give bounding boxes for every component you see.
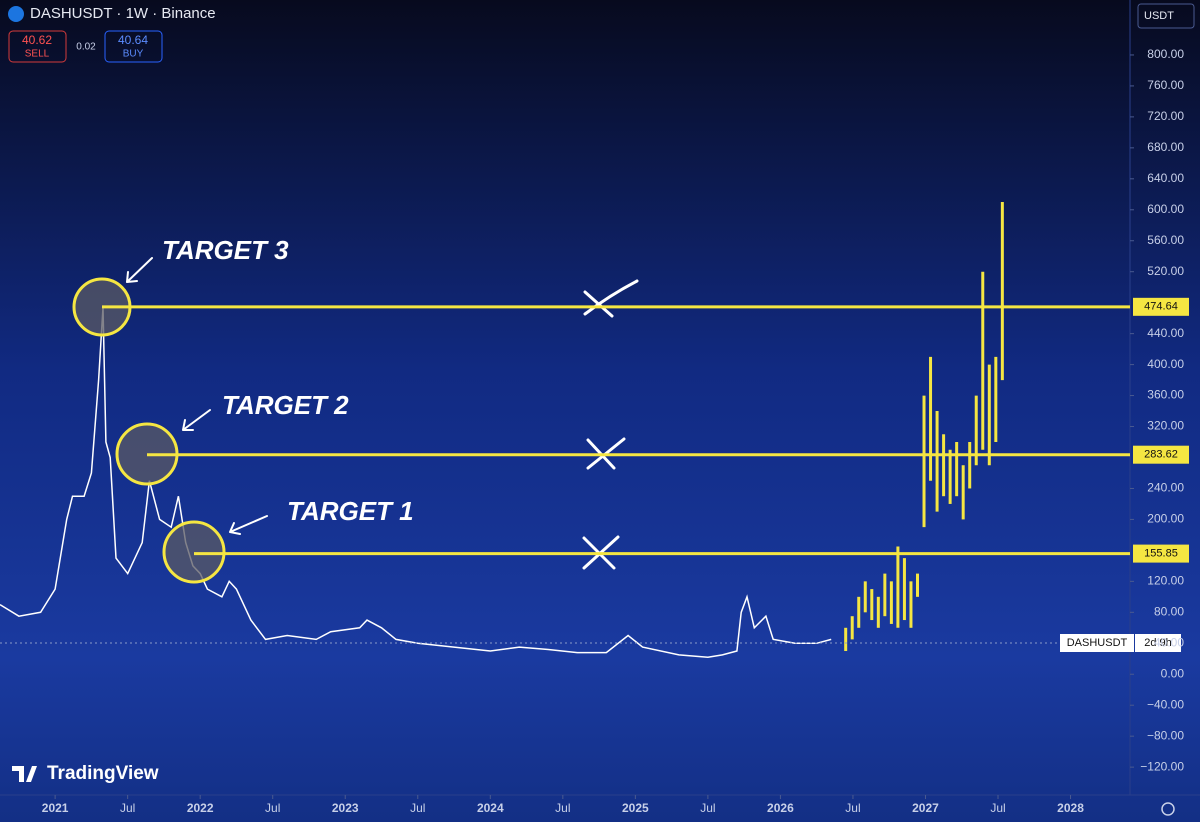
x-tick-label: Jul [410, 801, 425, 815]
target-label: TARGET 1 [287, 496, 414, 526]
symbol-icon [8, 6, 24, 22]
x-tick-label: 2025 [622, 801, 649, 815]
arrow [126, 257, 153, 283]
x-tick-label: 2026 [767, 801, 794, 815]
symbol-title: DASHUSDT · 1W · Binance [30, 5, 216, 22]
y-tick-label: 520.00 [1147, 264, 1184, 278]
y-tick-label: −40.00 [1147, 697, 1184, 711]
x-tick-label: Jul [990, 801, 1005, 815]
currency: USDT [1144, 10, 1174, 22]
level-label: 283.62 [1144, 449, 1178, 461]
y-tick-label: 400.00 [1147, 357, 1184, 371]
buy-button[interactable] [104, 30, 163, 63]
sell-label: SELL [25, 49, 50, 60]
level-tag [1133, 544, 1189, 563]
y-tick-label: 560.00 [1147, 233, 1184, 247]
x-tick-label: 2023 [332, 801, 359, 815]
arrow [182, 409, 211, 431]
sell-button[interactable] [8, 30, 67, 63]
y-tick-label: 120.00 [1147, 574, 1184, 588]
buy-price: 40.64 [118, 33, 148, 47]
y-tick-label: −80.00 [1147, 728, 1184, 742]
target-label: TARGET 3 [162, 235, 289, 265]
x-tick-label: Jul [700, 801, 715, 815]
brand-icon [12, 766, 37, 782]
y-tick-label: 80.00 [1154, 604, 1184, 618]
y-tick-label: 320.00 [1147, 419, 1184, 433]
level-label: 474.64 [1144, 301, 1178, 313]
y-tick-label: 40.00 [1154, 635, 1184, 649]
countdown-tag [1135, 634, 1181, 652]
x-tick-label: Jul [845, 801, 860, 815]
x-tick-label: 2022 [187, 801, 214, 815]
x-tick-label: 2024 [477, 801, 504, 815]
level-label: 155.85 [1144, 548, 1178, 560]
level-tag [1133, 297, 1189, 316]
level-tag [1133, 445, 1189, 464]
y-tick-label: 800.00 [1147, 47, 1184, 61]
x-tick-label: 2021 [42, 801, 69, 815]
countdown: 2d 9h [1144, 637, 1172, 649]
buy-label: BUY [123, 49, 144, 60]
y-tick-label: 760.00 [1147, 78, 1184, 92]
price-tag [1060, 634, 1134, 652]
target-label: TARGET 2 [222, 390, 349, 420]
sell-price: 40.62 [22, 33, 52, 47]
settings-icon[interactable] [1161, 802, 1175, 816]
y-tick-label: 720.00 [1147, 109, 1184, 123]
y-tick-label: 440.00 [1147, 326, 1184, 340]
y-tick-label: 0.00 [1161, 666, 1185, 680]
x-tick-label: Jul [555, 801, 570, 815]
y-tick-label: 360.00 [1147, 388, 1184, 402]
brand: TradingView [47, 763, 159, 784]
cross-mark [583, 279, 639, 318]
x-tick-label: Jul [265, 801, 280, 815]
x-tick-label: 2028 [1057, 801, 1084, 815]
arrow [229, 515, 268, 535]
y-tick-label: 240.00 [1147, 481, 1184, 495]
y-tick-label: 680.00 [1147, 140, 1184, 154]
target-circle [162, 520, 226, 584]
x-tick-label: 2027 [912, 801, 939, 815]
currency-select[interactable] [1137, 3, 1195, 29]
spread: 0.02 [76, 42, 96, 53]
y-tick-label: −120.00 [1140, 759, 1184, 773]
y-tick-label: 600.00 [1147, 202, 1184, 216]
y-tick-label: 200.00 [1147, 512, 1184, 526]
x-tick-label: Jul [120, 801, 135, 815]
y-tick-label: 640.00 [1147, 171, 1184, 185]
price-tag-symbol: DASHUSDT [1067, 637, 1128, 649]
